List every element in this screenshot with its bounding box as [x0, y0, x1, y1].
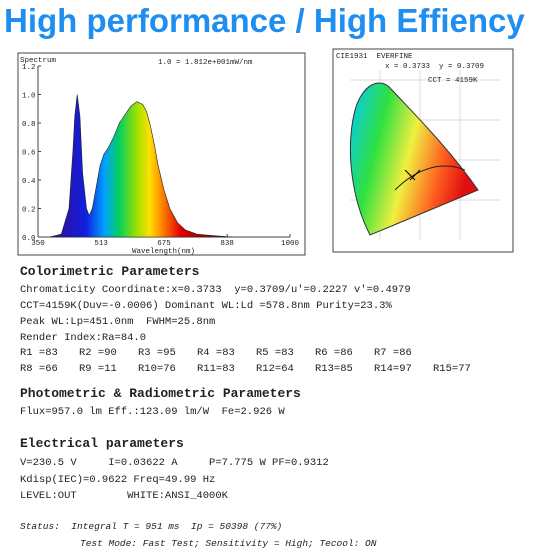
planckian-locus	[394, 165, 466, 191]
scale-note: 1.0 = 1.812e+001mW/nm	[158, 59, 253, 67]
y-tick-label: 1.0	[22, 93, 36, 101]
render-index: R12=64	[256, 363, 294, 375]
cie-cct: CCT = 4159K	[428, 77, 478, 85]
y-tick-label: 1.2	[22, 64, 36, 72]
cie-marker	[404, 169, 421, 181]
y-tick-label: 0.0	[22, 235, 36, 243]
heading: Electrical parameters	[20, 436, 184, 451]
line: Chromaticity Coordinate:x=0.3733 y=0.370…	[20, 284, 411, 296]
cie-locus	[349, 82, 479, 236]
cie-title: CIE1931 EVERFINE	[336, 53, 413, 61]
render-index: R2 =90	[79, 347, 117, 359]
x-tick-label: 513	[94, 240, 108, 248]
x-tick-label: 838	[220, 240, 234, 248]
cie-coordinates: x = 0.3733 y = 0.3709	[385, 63, 484, 71]
y-tick-label: 0.8	[22, 121, 36, 129]
heading: Photometric & Radiometric Parameters	[20, 386, 301, 401]
x-tick-label: 675	[157, 240, 171, 248]
spectrum-title: Spectrum	[20, 57, 57, 65]
status: Test Mode: Fast Test; Sensitivity = High…	[80, 538, 377, 548]
render-index: R13=85	[315, 363, 353, 375]
line: Render Index:Ra=84.0	[20, 332, 146, 344]
render-index: R11=83	[197, 363, 235, 375]
spectrum-plot: 0.0 0.2 0.4 0.6 0.8 1.0 1.2 350 513 675 838 1000	[22, 64, 299, 248]
line: Flux=957.0 lm Eff.:123.09 lm/W Fe=2.926 …	[20, 406, 285, 418]
y-tick-label: 0.4	[22, 178, 36, 186]
render-index: R3 =95	[138, 347, 176, 359]
spectrum-frame	[17, 52, 306, 256]
status: Status: Integral T = 951 ms Ip = 50398 (…	[20, 521, 282, 532]
title: High performance / High Effiency	[4, 2, 525, 39]
line: V=230.5 V I=0.03622 A P=7.775 W PF=0.931…	[20, 457, 329, 469]
render-index: R7 =86	[374, 347, 412, 359]
x-axis-label: Wavelength(nm)	[132, 248, 195, 256]
render-index: R4 =83	[197, 347, 235, 359]
render-index: R6 =86	[315, 347, 353, 359]
render-index: R5 =83	[256, 347, 294, 359]
line: Peak WL:Lp=451.0nm FWHM=25.8nm	[20, 316, 215, 328]
render-index: R8 =66	[20, 363, 58, 375]
x-tick-label: 350	[31, 240, 45, 248]
parameters: Colorimetric Parameters Chromaticity Coo…	[20, 264, 471, 548]
render-index: R1 =83	[20, 347, 58, 359]
y-tick-label: 0.2	[22, 207, 36, 215]
spectrum-area	[49, 94, 232, 238]
render-index: R9 =11	[79, 363, 117, 375]
line: LEVEL:OUT WHITE:ANSI_4000K	[20, 490, 229, 502]
heading: Colorimetric Parameters	[20, 264, 200, 279]
line: Kdisp(IEC)=0.9622 Freq=49.99 Hz	[20, 474, 215, 486]
render-index: R14=97	[374, 363, 412, 375]
line: CCT=4159K(Duv=-0.0006) Dominant WL:Ld =5…	[20, 300, 392, 312]
render-index: R15=77	[433, 363, 471, 375]
render-index: R10=76	[138, 363, 176, 375]
y-tick-label: 0.6	[22, 150, 36, 158]
x-tick-label: 1000	[281, 240, 300, 248]
